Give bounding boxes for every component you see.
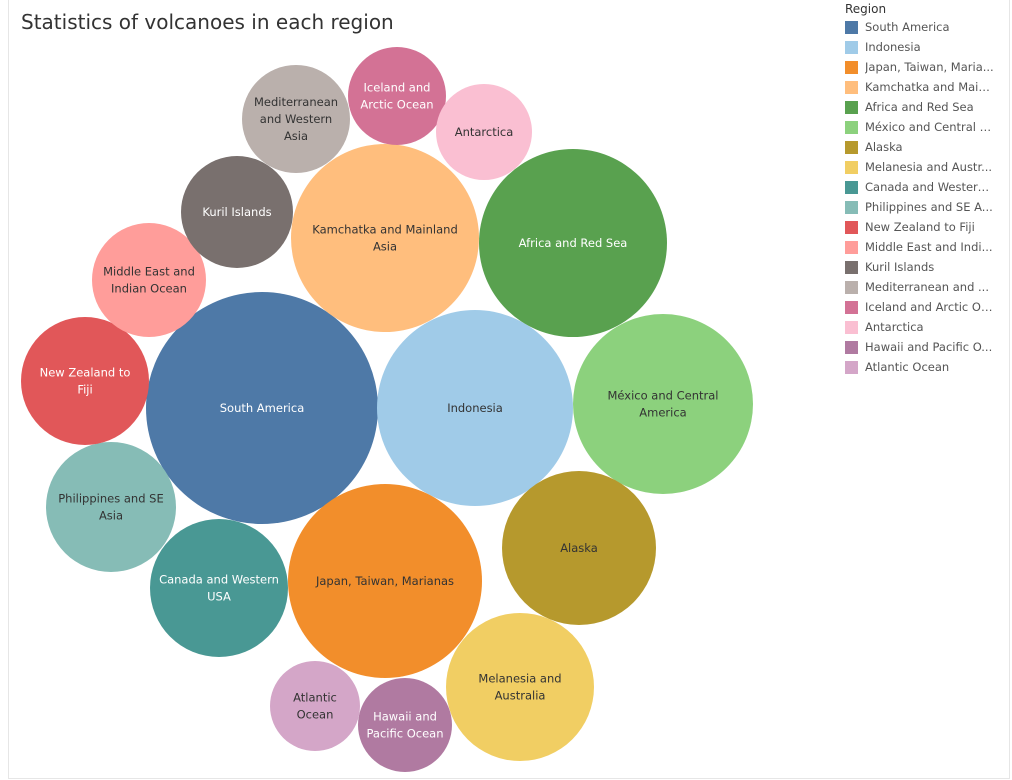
legend-item[interactable]: Antarctica [845,317,1005,337]
legend-label: Alaska [865,140,903,154]
legend-swatch [845,340,858,354]
legend-swatch [845,300,858,314]
legend-label: Hawaii and Pacific O... [865,340,993,354]
legend-item[interactable]: Canada and Western ... [845,177,1005,197]
legend-label: Africa and Red Sea [865,100,974,114]
legend-swatch [845,280,858,294]
legend-swatch [845,240,858,254]
bubble[interactable] [502,471,656,625]
legend-item[interactable]: New Zealand to Fiji [845,217,1005,237]
bubble-group[interactable]: Alaska [502,471,656,625]
legend-swatch [845,220,858,234]
legend-item[interactable]: México and Central A... [845,117,1005,137]
chart-frame [8,0,1010,779]
legend-item[interactable]: Hawaii and Pacific O... [845,337,1005,357]
legend-items: South America Indonesia Japan, Taiwan, Mar… [845,17,1005,377]
legend-item[interactable]: Iceland and Arctic Oc... [845,297,1005,317]
legend-swatch [845,60,858,74]
bubble[interactable] [479,149,667,337]
legend-label: Mediterranean and ... [865,280,989,294]
legend-swatch [845,360,858,374]
bubble[interactable] [377,310,573,506]
legend-item[interactable]: Alaska [845,137,1005,157]
legend-swatch [845,40,858,54]
bubble-group[interactable]: Indonesia [377,310,573,506]
legend-swatch [845,120,858,134]
bubble[interactable] [270,661,360,751]
legend-item[interactable]: Middle East and Indi... [845,237,1005,257]
bubble-group[interactable]: Antarctica [436,84,532,180]
bubble[interactable] [150,519,288,657]
legend-item[interactable]: Mediterranean and ... [845,277,1005,297]
bubble[interactable] [21,317,149,445]
legend-swatch [845,140,858,154]
bubble[interactable] [291,144,479,332]
legend-label: New Zealand to Fiji [865,220,975,234]
legend-swatch [845,180,858,194]
bubble[interactable] [242,65,350,173]
bubble[interactable] [181,156,293,268]
legend-label: México and Central A... [865,120,995,134]
legend-item[interactable]: Kamchatka and Main... [845,77,1005,97]
chart-title: Statistics of volcanoes in each region [21,10,394,34]
bubble[interactable] [573,314,753,494]
legend-label: Atlantic Ocean [865,360,950,374]
bubble[interactable] [348,47,446,145]
legend-label: Antarctica [865,320,924,334]
legend-item[interactable]: Kuril Islands [845,257,1005,277]
legend-label: Japan, Taiwan, Maria... [865,60,994,74]
legend-label: Iceland and Arctic Oc... [865,300,995,314]
bubble[interactable] [46,442,176,572]
legend-label: Melanesia and Austr... [865,160,993,174]
legend-label: Philippines and SE A... [865,200,993,214]
legend-swatch [845,260,858,274]
bubble[interactable] [288,484,482,678]
bubble[interactable] [446,613,594,761]
legend-label: Canada and Western ... [865,180,995,194]
legend-label: Kuril Islands [865,260,935,274]
bubble[interactable] [436,84,532,180]
legend-label: Kamchatka and Main... [865,80,995,94]
legend-label: Indonesia [865,40,921,54]
legend-swatch [845,160,858,174]
legend-swatch [845,20,858,34]
legend-swatch [845,320,858,334]
legend-label: Middle East and Indi... [865,240,993,254]
legend-item[interactable]: South America [845,17,1005,37]
legend-item[interactable]: Melanesia and Austr... [845,157,1005,177]
legend-item[interactable]: Indonesia [845,37,1005,57]
bubble-group[interactable]: Africa and Red Sea [479,149,667,337]
bubble[interactable] [92,223,206,337]
legend: Region South America Indonesia Japan, Taiw… [845,1,1005,377]
bubble[interactable] [358,678,452,772]
legend-swatch [845,200,858,214]
legend-item[interactable]: Philippines and SE A... [845,197,1005,217]
legend-label: South America [865,20,950,34]
legend-item[interactable]: Atlantic Ocean [845,357,1005,377]
bubble-group[interactable]: Kuril Islands [181,156,293,268]
legend-title: Region [845,2,887,16]
bubble-group[interactable]: Japan, Taiwan, Marianas [288,484,482,678]
legend-swatch [845,80,858,94]
legend-item[interactable]: Japan, Taiwan, Maria... [845,57,1005,77]
legend-swatch [845,100,858,114]
bubble[interactable] [146,292,378,524]
legend-item[interactable]: Africa and Red Sea [845,97,1005,117]
